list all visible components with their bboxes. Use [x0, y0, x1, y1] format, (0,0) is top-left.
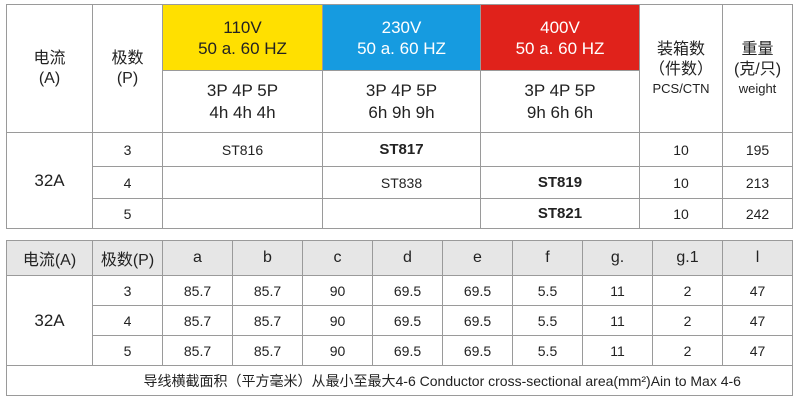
- table-row: 32A 3 ST816 ST817 10 195: [6, 132, 793, 229]
- col-header: b: [232, 240, 303, 276]
- model-110-cell: ST816: [162, 132, 323, 167]
- model-110-cell: [162, 198, 323, 229]
- cell: 47: [722, 335, 793, 366]
- col-header: 电流(A): [6, 240, 93, 276]
- col-header: g.: [582, 240, 653, 276]
- cell: 47: [722, 305, 793, 336]
- cell: 85.7: [162, 275, 233, 306]
- cell: 11: [582, 335, 653, 366]
- pole-cell: 5: [92, 198, 163, 229]
- cell: 11: [582, 275, 653, 306]
- pole-cell: 3: [92, 132, 163, 167]
- table-row: 5 85.7 85.7 90 69.5 69.5 5.5 11 2 47: [7, 335, 793, 366]
- weight-cell: 213: [722, 166, 793, 199]
- table-row: 4 ST838 ST819 10 213: [7, 166, 793, 199]
- pcs-cell: 10: [639, 166, 723, 199]
- voltage-110-header: 110V 50 a. 60 HZ: [162, 4, 323, 71]
- cell: 2: [652, 335, 723, 366]
- cell: 85.7: [232, 335, 303, 366]
- current-value: 32A: [6, 275, 93, 366]
- cell: 5.5: [512, 335, 583, 366]
- col-header: e: [442, 240, 513, 276]
- poles-230: 3P 4P 5P 6h 9h 9h: [322, 70, 481, 133]
- cell: 2: [652, 305, 723, 336]
- model-110-cell: [162, 166, 323, 199]
- cell: 69.5: [442, 305, 513, 336]
- pole-cell: 4: [92, 166, 163, 199]
- voltage-230-header: 230V 50 a. 60 HZ: [322, 4, 481, 71]
- cell: 4: [92, 305, 163, 336]
- pcs-cell: 10: [639, 198, 723, 229]
- current-value: 32A: [6, 132, 93, 229]
- col-header: l: [722, 240, 793, 276]
- cell: 5: [92, 335, 163, 366]
- cell: 5.5: [512, 305, 583, 336]
- poles-400: 3P 4P 5P 9h 6h 6h: [480, 70, 640, 133]
- col-header: d: [372, 240, 443, 276]
- model-230-cell: ST817: [322, 132, 481, 167]
- cell: 85.7: [162, 305, 233, 336]
- cell: 85.7: [232, 305, 303, 336]
- col-header: 极数(P): [92, 240, 163, 276]
- current-header: 电流 (A): [6, 4, 93, 133]
- footnote: 导线横截面积（平方毫米）从最小至最大4-6 Conductor cross-se…: [92, 365, 793, 396]
- cell: 69.5: [442, 275, 513, 306]
- cell: 90: [302, 335, 373, 366]
- table-row: 32A 3 85.7 85.7 90 69.5 69.5 5.5 11 2 47: [6, 275, 793, 366]
- cell: 69.5: [372, 275, 443, 306]
- weight-cell: 242: [722, 198, 793, 229]
- col-header: g.1: [652, 240, 723, 276]
- model-400-cell: ST819: [480, 166, 640, 199]
- table-row: 5 ST821 10 242: [7, 198, 793, 229]
- pack-header: 装箱数 （件数） PCS/CTN: [639, 4, 723, 133]
- cell: 2: [652, 275, 723, 306]
- cell: 69.5: [442, 335, 513, 366]
- model-400-cell: ST821: [480, 198, 640, 229]
- cell: 5.5: [512, 275, 583, 306]
- model-400-cell: [480, 132, 640, 167]
- pcs-cell: 10: [639, 132, 723, 167]
- cell: 85.7: [232, 275, 303, 306]
- col-header: c: [302, 240, 373, 276]
- weight-cell: 195: [722, 132, 793, 167]
- cell: 85.7: [162, 335, 233, 366]
- poles-110: 3P 4P 5P 4h 4h 4h: [162, 70, 323, 133]
- dimension-header-row: 电流(A) 极数(P) a b c d e f g. g.1 l: [6, 240, 793, 276]
- voltage-400-header: 400V 50 a. 60 HZ: [480, 4, 640, 71]
- weight-header: 重量 (克/只) weight: [722, 4, 793, 133]
- cell: 11: [582, 305, 653, 336]
- poles-header: 极数 (P): [92, 4, 163, 133]
- cell: 47: [722, 275, 793, 306]
- cell: 3: [92, 275, 163, 306]
- cell: 69.5: [372, 305, 443, 336]
- col-header: a: [162, 240, 233, 276]
- model-230-cell: [322, 198, 481, 229]
- col-header: f: [512, 240, 583, 276]
- dimension-table: 电流(A) 极数(P) a b c d e f g. g.1 l 32A 3 8…: [6, 240, 793, 396]
- model-230-cell: ST838: [322, 166, 481, 199]
- cell: 90: [302, 305, 373, 336]
- cell: 69.5: [372, 335, 443, 366]
- rating-table: 电流 (A) 极数 (P) 110V 50 a. 60 HZ 230V 50 a. 60…: [6, 4, 793, 229]
- cell: 90: [302, 275, 373, 306]
- table-row: 4 85.7 85.7 90 69.5 69.5 5.5 11 2 47: [7, 305, 793, 336]
